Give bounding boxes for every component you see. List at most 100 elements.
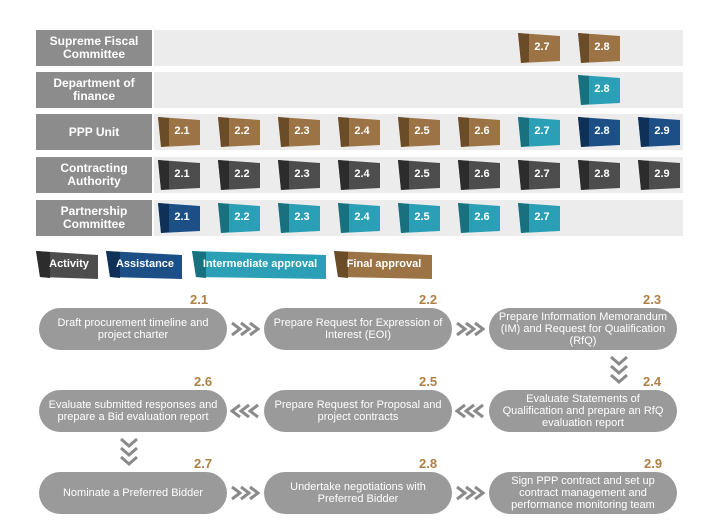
process-step-number: 2.7: [194, 456, 213, 471]
step-flag-label: 2.8: [594, 83, 610, 95]
legend-label: Activity: [49, 258, 89, 270]
process-step-number: 2.6: [194, 374, 213, 389]
step-flag-label: 2.2: [234, 168, 250, 180]
chevron-right-icon: [456, 485, 485, 501]
step-flag-2-3: 2.3: [278, 203, 320, 233]
step-flag-label: 2.4: [354, 125, 370, 137]
step-flag-2-5: 2.5: [398, 203, 440, 233]
step-flag-2-3: 2.3: [278, 117, 320, 147]
step-flag-label: 2.7: [534, 41, 550, 53]
process-step-number: 2.9: [644, 456, 663, 471]
step-flag-2-2: 2.2: [218, 117, 260, 147]
step-flag-2-3: 2.3: [278, 160, 320, 190]
step-flag-2-4: 2.4: [338, 203, 380, 233]
legend-activity: Activity: [36, 249, 102, 281]
process-step-number: 2.1: [190, 292, 209, 307]
step-flag-2-6: 2.6: [458, 203, 500, 233]
chevron-right-icon: [231, 485, 260, 501]
step-flag-2-1: 2.1: [158, 160, 200, 190]
step-flag-label: 2.3: [294, 168, 310, 180]
step-flag-label: 2.8: [594, 125, 610, 137]
process-step-2-4: Evaluate Statements of Qualification and…: [489, 390, 677, 432]
step-flag-2-7: 2.7: [518, 160, 560, 190]
legend-label: Assistance: [115, 258, 175, 270]
legend-label: Intermediate approval: [202, 258, 318, 270]
process-step-number: 2.5: [419, 374, 438, 389]
process-step-2-5: Prepare Request for Proposal and project…: [264, 390, 452, 432]
step-flag-label: 2.5: [414, 168, 430, 180]
step-flag-2-1: 2.1: [158, 203, 200, 233]
process-step-2-9: Sign PPP contract and set up contract ma…: [489, 472, 677, 514]
step-flag-label: 2.8: [594, 168, 610, 180]
legend-assistance: Assistance: [106, 249, 184, 281]
legend-assistance-swatch: [106, 251, 182, 279]
step-flag-2-8: 2.8: [578, 160, 620, 190]
step-flag-2-8: 2.8: [578, 75, 620, 105]
step-flag-2-4: 2.4: [338, 160, 380, 190]
process-step-number: 2.3: [643, 292, 662, 307]
step-flag-label: 2.6: [474, 211, 490, 223]
step-flag-label: 2.2: [234, 211, 250, 223]
legend-final-swatch: [334, 251, 432, 279]
role-label: Supreme Fiscal Committee: [36, 30, 152, 66]
step-flag-2-5: 2.5: [398, 160, 440, 190]
step-flag-2-9: 2.9: [638, 117, 680, 147]
chevron-right-icon: [231, 321, 260, 337]
chevron-left-icon: [455, 403, 484, 419]
legend-intermediate-swatch: [192, 251, 326, 279]
step-flag-2-7: 2.7: [518, 33, 560, 63]
process-step-number: 2.4: [643, 374, 662, 389]
legend-label: Final approval: [346, 258, 422, 270]
step-flag-label: 2.6: [474, 125, 490, 137]
step-flag-2-2: 2.2: [218, 203, 260, 233]
step-flag-2-7: 2.7: [518, 203, 560, 233]
step-flag-2-2: 2.2: [218, 160, 260, 190]
step-flag-label: 2.2: [234, 125, 250, 137]
step-flag-2-9: 2.9: [638, 160, 680, 190]
step-flag-label: 2.3: [294, 125, 310, 137]
role-label: Partnership Committee: [36, 200, 152, 236]
step-flag-label: 2.9: [654, 125, 670, 137]
step-flag-2-6: 2.6: [458, 117, 500, 147]
chevron-down-icon: [610, 355, 628, 384]
step-flag-label: 2.7: [534, 211, 550, 223]
step-flag-label: 2.5: [414, 211, 430, 223]
process-step-2-8: Undertake negotiations with Preferred Bi…: [264, 472, 452, 514]
role-label: Contracting Authority: [36, 157, 152, 193]
process-step-2-6: Evaluate submitted responses and prepare…: [39, 390, 227, 432]
legend-intermediate-approval: Intermediate approval: [192, 249, 328, 281]
legend-activity-swatch: [36, 251, 98, 279]
step-flag-2-8: 2.8: [578, 117, 620, 147]
process-step-2-1: Draft procurement timeline and project c…: [39, 308, 227, 350]
chevron-down-icon: [120, 437, 138, 466]
step-flag-2-1: 2.1: [158, 117, 200, 147]
step-flag-label: 2.9: [654, 168, 670, 180]
step-flag-label: 2.6: [474, 168, 490, 180]
step-flag-label: 2.7: [534, 125, 550, 137]
step-flag-label: 2.1: [174, 211, 190, 223]
step-flag-label: 2.4: [354, 211, 370, 223]
step-flag-label: 2.1: [174, 125, 190, 137]
step-flag-2-8: 2.8: [578, 33, 620, 63]
step-flag-label: 2.7: [534, 168, 550, 180]
process-step-2-2: Prepare Request for Expression of Intere…: [264, 308, 452, 350]
step-flag-label: 2.1: [174, 168, 190, 180]
process-step-2-3: Prepare Information Memorandum (IM) and …: [489, 308, 677, 350]
step-flag-label: 2.4: [354, 168, 370, 180]
process-step-number: 2.8: [419, 456, 438, 471]
chevron-left-icon: [230, 403, 259, 419]
step-flag-2-6: 2.6: [458, 160, 500, 190]
role-label: Department of finance: [36, 72, 152, 108]
legend-final-approval: Final approval: [334, 249, 434, 281]
step-flag-label: 2.8: [594, 41, 610, 53]
process-step-2-7: Nominate a Preferred Bidder: [39, 472, 227, 514]
step-flag-2-7: 2.7: [518, 117, 560, 147]
process-step-number: 2.2: [419, 292, 438, 307]
role-label: PPP Unit: [36, 114, 152, 150]
step-flag-label: 2.5: [414, 125, 430, 137]
step-flag-label: 2.3: [294, 211, 310, 223]
chevron-right-icon: [456, 321, 485, 337]
step-flag-2-4: 2.4: [338, 117, 380, 147]
step-flag-2-5: 2.5: [398, 117, 440, 147]
